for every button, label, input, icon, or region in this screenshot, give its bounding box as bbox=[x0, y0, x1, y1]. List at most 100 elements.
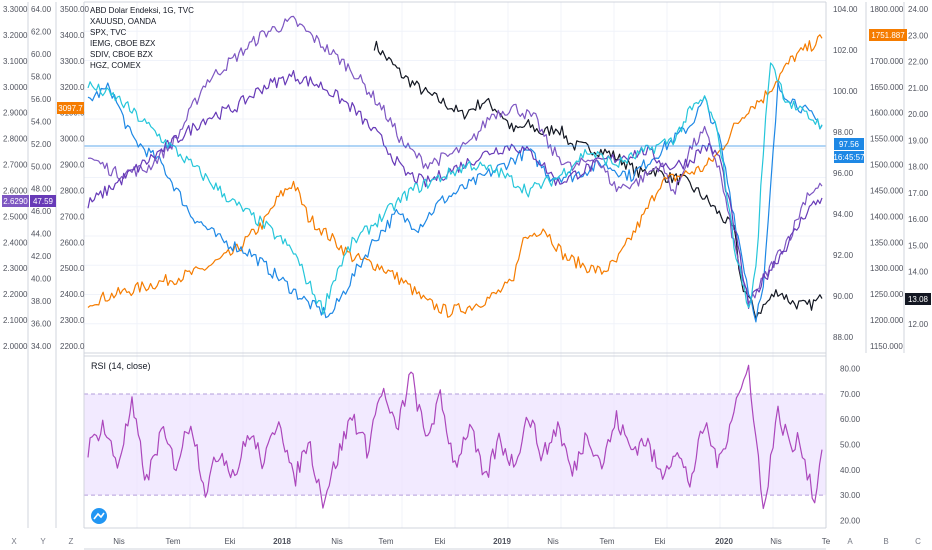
axis-tick-label: 34.00 bbox=[31, 342, 52, 351]
axis-tick-label: 12.00 bbox=[908, 320, 929, 329]
axis-tick-label: 19.00 bbox=[908, 136, 929, 145]
axis-tick-label: 1600.000 bbox=[870, 109, 904, 118]
axis-tick-label: 1150.000 bbox=[870, 342, 903, 351]
axis-tick-label: 21.00 bbox=[908, 84, 929, 93]
time-axis-label: Eki bbox=[224, 537, 235, 546]
axis-tick-label: 3500.00 bbox=[60, 5, 89, 14]
axis-tick-label: 3.1000 bbox=[3, 57, 28, 66]
time-axis-label: Eki bbox=[654, 537, 665, 546]
axis-button[interactable]: Y bbox=[40, 537, 46, 546]
price-badge bbox=[57, 102, 84, 114]
axis-tick-label: 2.4000 bbox=[3, 238, 28, 247]
axis-tick-label: 15.00 bbox=[908, 241, 929, 250]
axis-tick-label: 2400.0 bbox=[60, 290, 85, 299]
axis-tick-label: 20.00 bbox=[908, 110, 929, 119]
time-axis-label: Te bbox=[822, 537, 831, 546]
axis-tick-label: 3400.0 bbox=[60, 31, 85, 40]
axis-tick-label: 2600.0 bbox=[60, 238, 85, 247]
axis-tick-label: 98.00 bbox=[833, 128, 854, 137]
axis-tick-label: 50.00 bbox=[31, 162, 52, 171]
axis-labels: 3.3000 3.2000 3.1000 3.0000 2.9000 2.8000 2.70… bbox=[3, 5, 929, 525]
axis-tick-label: 3200.0 bbox=[60, 83, 85, 92]
legend-entry: SDIV, CBOE BZX bbox=[90, 50, 154, 59]
time-axis-label: Nis bbox=[770, 537, 782, 546]
axis-tick-label: 3000.0 bbox=[60, 135, 85, 144]
rsi-tick-label: 40.00 bbox=[840, 466, 861, 475]
series-line bbox=[87, 70, 823, 309]
axis-tick-label: 88.00 bbox=[833, 333, 854, 342]
rsi-band bbox=[84, 393, 826, 496]
axis-tick-label: 2500.0 bbox=[60, 264, 85, 273]
series-layer bbox=[87, 15, 823, 510]
axis-tick-label: 44.00 bbox=[31, 230, 52, 239]
axis-tick-label: 54.00 bbox=[31, 117, 52, 126]
axis-tick-label: 56.00 bbox=[31, 95, 52, 104]
price-badge-label: 97.56 bbox=[839, 140, 860, 149]
axis-tick-label: 40.00 bbox=[31, 275, 52, 284]
axis-tick-label: 2800.0 bbox=[60, 186, 85, 195]
time-axis: Nis Tem Eki 2018 Nis Tem Eki 2019 Nis Tem Eki 2020 N… bbox=[113, 537, 831, 546]
axis-button[interactable]: C bbox=[915, 537, 921, 546]
axis-tick-label: 60.00 bbox=[31, 50, 52, 59]
axis-tick-label: 3300.0 bbox=[60, 57, 85, 66]
tradingview-logo-mark bbox=[93, 512, 105, 520]
axis-tick-label: 24.00 bbox=[908, 5, 929, 14]
axis-tick-label: 42.00 bbox=[31, 252, 52, 261]
series-line bbox=[87, 81, 823, 323]
price-badge bbox=[2, 195, 29, 207]
price-badge bbox=[30, 195, 56, 207]
time-axis-label: Nis bbox=[547, 537, 559, 546]
axis-tick-label: 18.00 bbox=[908, 163, 929, 172]
axis-tick-label: 2700.0 bbox=[60, 212, 85, 221]
axis-tick-label: 92.00 bbox=[833, 251, 854, 260]
axis-tick-label: 94.00 bbox=[833, 210, 854, 219]
axis-tick-label: 2300.0 bbox=[60, 316, 85, 325]
axis-tick-label: 104.00 bbox=[833, 5, 858, 14]
time-axis-label: Eki bbox=[434, 537, 445, 546]
time-axis-label: Tem bbox=[599, 537, 614, 546]
axis-tick-label: 2200.0 bbox=[60, 342, 85, 351]
axis-tick-label: 2.7000 bbox=[3, 161, 28, 170]
rsi-tick-label: 30.00 bbox=[840, 491, 861, 500]
axis-button[interactable]: A bbox=[847, 537, 853, 546]
tradingview-logo bbox=[91, 508, 107, 524]
axis-tick-label: 16.00 bbox=[908, 215, 929, 224]
axis-button[interactable]: Z bbox=[69, 537, 74, 546]
axis-tick-label: 2.5000 bbox=[3, 212, 28, 221]
axis-button[interactable]: X bbox=[11, 537, 17, 546]
axis-tick-label: 22.00 bbox=[908, 58, 929, 67]
axis-tick-label: 1650.000 bbox=[870, 83, 904, 92]
series-line bbox=[87, 34, 823, 318]
axis-tick-label: 2.8000 bbox=[3, 135, 28, 144]
axis-tick-label: 52.00 bbox=[31, 140, 52, 149]
price-badge bbox=[834, 151, 864, 163]
axis-tick-label: 96.00 bbox=[833, 169, 854, 178]
axis-button[interactable]: B bbox=[883, 537, 888, 546]
legend-entry: SPX, TVC bbox=[90, 28, 127, 37]
axis-tick-label: 36.00 bbox=[31, 320, 52, 329]
price-badge-label: 3097.7 bbox=[58, 104, 83, 113]
axis-tick-label: 38.00 bbox=[31, 297, 52, 306]
axis-tick-label: 2.1000 bbox=[3, 316, 28, 325]
axis-tick-label: 100.00 bbox=[833, 87, 858, 96]
axis-tick-label: 3.0000 bbox=[3, 83, 28, 92]
axis-tick-label: 17.00 bbox=[908, 189, 929, 198]
axis-tick-label: 2.9000 bbox=[3, 109, 28, 118]
axis-tick-label: 1300.000 bbox=[870, 264, 904, 273]
price-badge-label: 2.6290 bbox=[3, 197, 28, 206]
price-badge-label: 16:45:57 bbox=[833, 153, 865, 162]
axis-tick-label: 1500.000 bbox=[870, 161, 904, 170]
axis-tick-label: 3.3000 bbox=[3, 5, 28, 14]
axis-tick-label: 2.3000 bbox=[3, 264, 28, 273]
price-badges: 2.6290 47.59 3097.7 97.56 16:45:57 1751.887 13… bbox=[2, 29, 931, 305]
axis-tick-label: 1450.000 bbox=[870, 186, 904, 195]
time-axis-label: 2018 bbox=[273, 537, 291, 546]
legend-entry: HGZ, COMEX bbox=[90, 61, 141, 70]
axis-tick-label: 14.00 bbox=[908, 268, 929, 277]
axis-tick-label: 1550.000 bbox=[870, 135, 904, 144]
price-badge bbox=[869, 29, 907, 41]
legend-entry: IEMG, CBOE BZX bbox=[90, 39, 156, 48]
axis-tick-label: 48.00 bbox=[31, 185, 52, 194]
